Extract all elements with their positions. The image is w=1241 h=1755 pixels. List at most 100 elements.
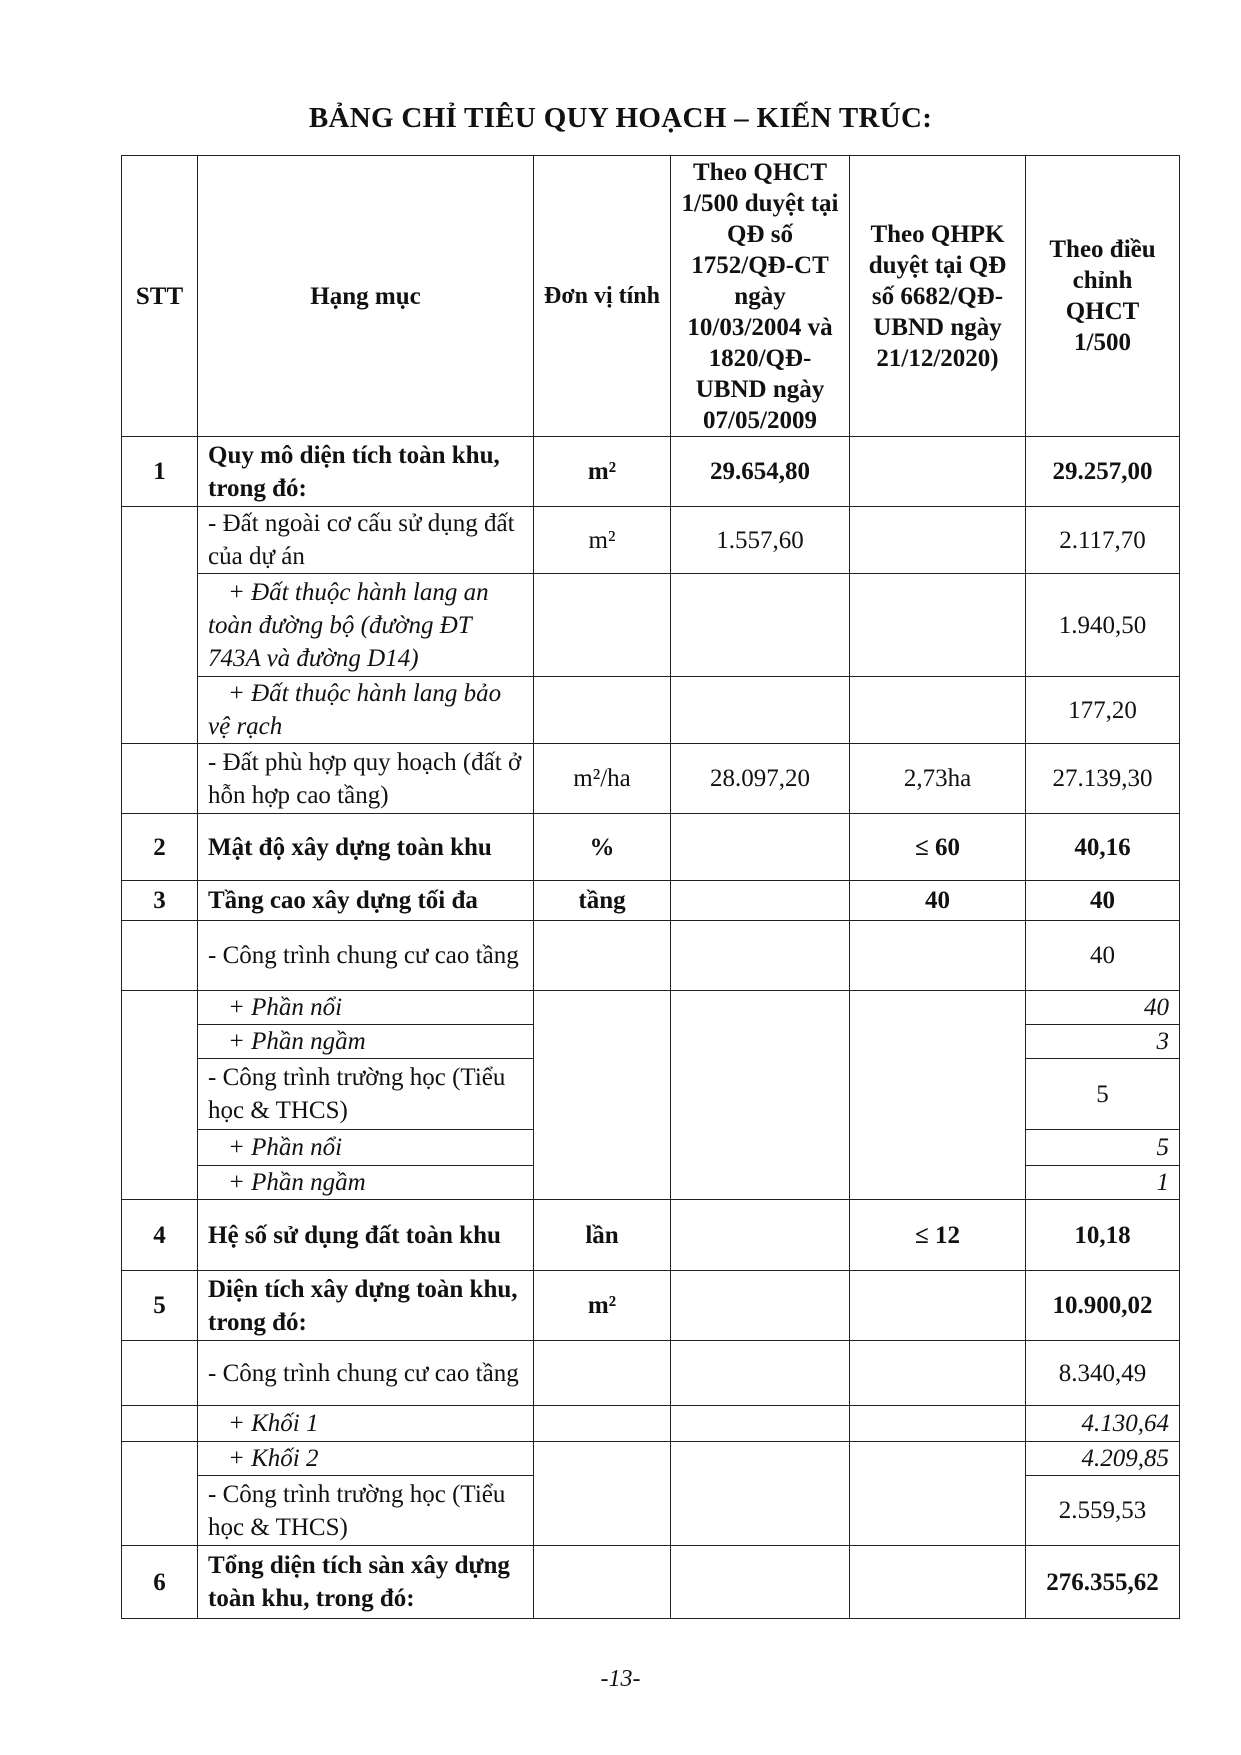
- table-row: - Đất phù hợp quy hoạch (đất ở hỗn hợp c…: [121, 743, 1180, 814]
- cell-item: Hệ số sử dụng đất toàn khu: [197, 1199, 534, 1271]
- cell-unit: [533, 573, 671, 677]
- cell-unit: [533, 676, 671, 744]
- cell-qhpk: [849, 920, 1026, 991]
- cell-adjusted: 4.209,85: [1025, 1441, 1180, 1476]
- cell-qhpk: ≤ 60: [849, 813, 1026, 881]
- cell-stt: [121, 506, 198, 744]
- cell-item: + Khối 1: [197, 1405, 534, 1442]
- cell-qhct: [670, 676, 850, 744]
- cell-qhct: [670, 990, 850, 1200]
- cell-qhct: [670, 813, 850, 881]
- cell-stt: [121, 1340, 198, 1406]
- cell-item: + Đất thuộc hành lang an toàn đường bộ (…: [197, 573, 534, 677]
- cell-qhpk: [849, 990, 1026, 1200]
- header-qhpk: Theo QHPK duyệt tại QĐ số 6682/QĐ-UBND n…: [849, 155, 1026, 437]
- table-row: - Công trình chung cư cao tầng 40: [121, 920, 1180, 991]
- cell-adjusted: 40: [1025, 990, 1180, 1025]
- table-row: + Phần ngầm 1: [122, 1165, 1180, 1200]
- cell-adjusted: 3: [1025, 1024, 1180, 1059]
- cell-adjusted: 2.117,70: [1025, 506, 1180, 574]
- table-row: + Phần nổi 40: [121, 990, 1180, 1200]
- cell-stt: 3: [121, 880, 198, 921]
- cell-qhct: [670, 1441, 850, 1546]
- cell-qhpk: [849, 1340, 1026, 1406]
- cell-item: + Phần nổi: [197, 1129, 534, 1166]
- table-row: + Khối 1 4.130,64: [121, 1405, 1180, 1442]
- cell-item: - Công trình chung cư cao tầng: [197, 1340, 534, 1406]
- cell-qhpk: 40: [849, 880, 1026, 921]
- cell-adjusted: 40: [1025, 880, 1180, 921]
- cell-item: + Khối 2: [197, 1441, 534, 1476]
- cell-adjusted: 10.900,02: [1025, 1270, 1180, 1341]
- cell-unit: m²: [533, 506, 671, 574]
- cell-qhct: [670, 920, 850, 991]
- table-row: + Khối 2 4.209,85: [121, 1441, 1180, 1546]
- cell-unit: m²: [533, 1270, 671, 1341]
- cell-item: - Đất phù hợp quy hoạch (đất ở hỗn hợp c…: [197, 743, 534, 814]
- table-row: 3 Tầng cao xây dựng tối đa tầng 40 40: [121, 880, 1180, 921]
- cell-stt: 1: [121, 436, 198, 507]
- cell-stt: 5: [121, 1270, 198, 1341]
- cell-item: Mật độ xây dựng toàn khu: [197, 813, 534, 881]
- table-header-row: STT Hạng mục Đơn vị tính Theo QHCT 1/500…: [121, 155, 1180, 437]
- table-row: 4 Hệ số sử dụng đất toàn khu lần ≤ 12 10,18: [121, 1199, 1180, 1271]
- cell-adjusted: 276.355,62: [1025, 1545, 1180, 1619]
- cell-qhpk: [849, 436, 1026, 507]
- cell-unit: lần: [533, 1199, 671, 1271]
- table-title: BẢNG CHỈ TIÊU QUY HOẠCH – KIẾN TRÚC:: [308, 102, 933, 134]
- cell-stt: [121, 1441, 198, 1546]
- cell-item: Tầng cao xây dựng tối đa: [197, 880, 534, 921]
- cell-qhpk: ≤ 12: [849, 1199, 1026, 1271]
- table-row: 5 Diện tích xây dựng toàn khu, trong đó: m…: [121, 1270, 1180, 1341]
- cell-item: + Phần ngầm: [197, 1024, 534, 1059]
- cell-qhpk: [849, 676, 1026, 744]
- table-row: - Công trình trường học (Tiểu học & THCS…: [122, 1058, 1180, 1130]
- cell-item: - Công trình trường học (Tiểu học & THCS…: [197, 1475, 534, 1546]
- cell-item: Diện tích xây dựng toàn khu, trong đó:: [197, 1270, 534, 1341]
- cell-item: - Công trình chung cư cao tầng: [197, 920, 534, 991]
- cell-adjusted: 40: [1025, 920, 1180, 991]
- cell-adjusted: 5: [1025, 1129, 1180, 1166]
- planning-indicators-table: STT Hạng mục Đơn vị tính Theo QHCT 1/500…: [121, 155, 1180, 1619]
- table-row: + Đất thuộc hành lang an toàn đường bộ (…: [122, 573, 1180, 677]
- cell-qhct: 1.557,60: [670, 506, 850, 574]
- header-unit: Đơn vị tính: [533, 155, 671, 437]
- table-row: 1 Quy mô diện tích toàn khu, trong đó: m² 2…: [121, 436, 1180, 507]
- cell-qhct: [670, 1270, 850, 1341]
- cell-qhpk: [849, 1545, 1026, 1619]
- cell-stt: [121, 990, 198, 1200]
- cell-qhct: [670, 1545, 850, 1619]
- cell-qhpk: [849, 506, 1026, 574]
- cell-adjusted: 40,16: [1025, 813, 1180, 881]
- cell-qhct: 28.097,20: [670, 743, 850, 814]
- cell-adjusted: 8.340,49: [1025, 1340, 1180, 1406]
- table-row: + Đất thuộc hành lang bảo vệ rạch 177,20: [122, 676, 1180, 744]
- cell-adjusted: 4.130,64: [1025, 1405, 1180, 1442]
- cell-stt: [121, 743, 198, 814]
- cell-adjusted: 1: [1025, 1165, 1180, 1200]
- cell-stt: 2: [121, 813, 198, 881]
- cell-unit: [533, 1441, 671, 1546]
- cell-item: - Đất ngoài cơ cấu sử dụng đất của dự án: [197, 506, 534, 574]
- header-adjusted: Theo điều chỉnh QHCT 1/500: [1025, 155, 1180, 437]
- cell-adjusted: 27.139,30: [1025, 743, 1180, 814]
- cell-qhct: [670, 1405, 850, 1442]
- cell-stt: [121, 920, 198, 991]
- cell-qhct: [670, 1340, 850, 1406]
- cell-item: Quy mô diện tích toàn khu, trong đó:: [197, 436, 534, 507]
- header-qhct: Theo QHCT 1/500 duyệt tại QĐ số 1752/QĐ-…: [670, 155, 850, 437]
- table-row: - Đất ngoài cơ cấu sử dụng đất của dự án…: [121, 506, 1180, 744]
- cell-unit: %: [533, 813, 671, 881]
- page-number: -13-: [600, 1666, 641, 1692]
- cell-item: + Phần nổi: [197, 990, 534, 1025]
- cell-qhct: [670, 880, 850, 921]
- cell-qhpk: [849, 1405, 1026, 1442]
- cell-adjusted: 10,18: [1025, 1199, 1180, 1271]
- cell-unit: m²: [533, 436, 671, 507]
- cell-stt: [121, 1405, 198, 1442]
- cell-adjusted: 1.940,50: [1025, 573, 1180, 677]
- cell-qhct: [670, 1199, 850, 1271]
- cell-qhpk: [849, 1441, 1026, 1546]
- cell-unit: [533, 1545, 671, 1619]
- cell-unit: m²/ha: [533, 743, 671, 814]
